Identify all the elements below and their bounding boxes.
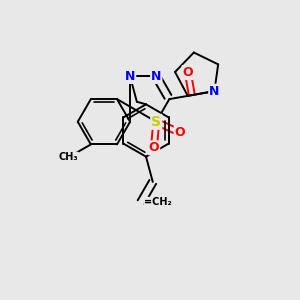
Text: N: N bbox=[209, 85, 220, 98]
Text: N: N bbox=[125, 70, 135, 83]
Text: CH₃: CH₃ bbox=[58, 152, 78, 163]
Text: N: N bbox=[151, 70, 161, 83]
Text: O: O bbox=[182, 66, 193, 79]
Text: O: O bbox=[148, 141, 159, 154]
Text: =CH₂: =CH₂ bbox=[144, 197, 172, 207]
Text: O: O bbox=[175, 126, 185, 139]
Text: S: S bbox=[151, 115, 161, 129]
